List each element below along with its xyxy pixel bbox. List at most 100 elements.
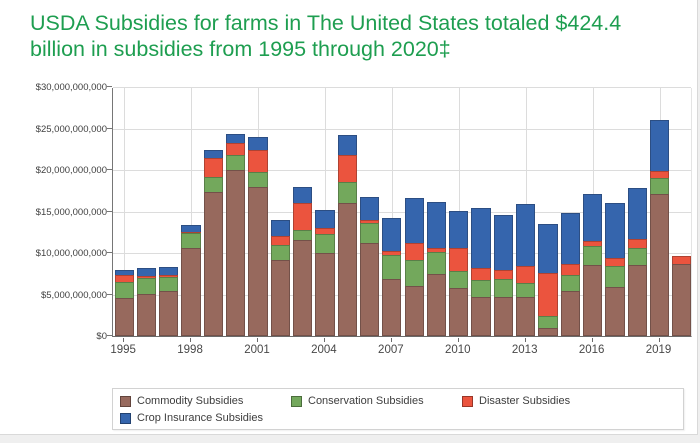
bar-segment-disaster-subsidies	[672, 256, 692, 264]
bar-segment-crop-insurance-subsidies	[649, 120, 670, 171]
bar-group-2002	[270, 219, 290, 336]
gridline-horizontal	[113, 253, 691, 254]
bar-segment-crop-insurance-subsidies	[159, 267, 179, 276]
bar-segment-disaster-subsidies	[627, 238, 647, 249]
bar-segment-disaster-subsidies	[426, 248, 447, 253]
bar-group-2018	[627, 188, 647, 336]
bar-group-2004	[315, 209, 335, 336]
bar-segment-conservation-subsidies	[181, 233, 201, 249]
bar-segment-disaster-subsidies	[560, 263, 580, 276]
gridline-horizontal	[113, 294, 691, 296]
bar-segment-disaster-subsidies	[292, 203, 313, 230]
bar-segment-crop-insurance-subsidies	[203, 150, 224, 159]
bar-segment-conservation-subsidies	[560, 275, 580, 292]
bar-segment-crop-insurance-subsidies	[605, 203, 625, 258]
bar-segment-disaster-subsidies	[114, 274, 134, 283]
bar-segment-crop-insurance-subsidies	[582, 194, 603, 241]
bar-group-2009	[426, 202, 447, 336]
bar-segment-commodity-subsidies	[605, 287, 625, 336]
bar-segment-commodity-subsidies	[538, 327, 558, 336]
legend-swatch-commodity-subsidies	[120, 395, 131, 407]
bar-segment-crop-insurance-subsidies	[315, 209, 335, 229]
bar-segment-disaster-subsidies	[538, 272, 558, 317]
y-axis-label: $15,000,000,000	[35, 206, 107, 218]
x-axis-tick	[257, 338, 258, 342]
bar-segment-conservation-subsidies	[359, 223, 380, 244]
x-axis-tick	[123, 338, 125, 342]
bar-segment-commodity-subsidies	[449, 287, 469, 336]
bar-segment-disaster-subsidies	[582, 240, 603, 247]
legend-swatch-disaster-subsidies	[462, 395, 473, 407]
y-axis-label: $25,000,000,000	[35, 123, 107, 135]
x-axis-label: 2007	[378, 344, 404, 356]
bar-group-2020	[672, 256, 692, 336]
bar-group-2017	[605, 203, 625, 336]
legend-swatch-conservation-subsidies	[291, 395, 302, 407]
x-axis-tick	[524, 338, 526, 342]
legend-item-conservation-subsidies: Conservation Subsidies	[291, 395, 424, 407]
bar-segment-conservation-subsidies	[605, 266, 625, 288]
bar-group-2003	[292, 186, 313, 336]
bar-group-1997	[159, 267, 179, 336]
legend-label: Disaster Subsidies	[479, 395, 571, 407]
bar-group-2007	[382, 218, 402, 336]
bar-segment-commodity-subsidies	[203, 191, 224, 336]
bar-segment-conservation-subsidies	[315, 233, 335, 253]
x-axis-tick	[658, 338, 660, 342]
x-axis-label: 1998	[177, 344, 203, 356]
bar-segment-crop-insurance-subsidies	[627, 188, 647, 239]
bar-segment-commodity-subsidies	[493, 297, 514, 336]
y-axis-tick	[107, 252, 112, 253]
bar-segment-crop-insurance-subsidies	[359, 196, 380, 220]
bar-segment-crop-insurance-subsidies	[560, 213, 580, 264]
legend: Commodity Subsidies Conservation Subsidie…	[112, 388, 684, 430]
y-axis: $0 $5,000,000,000 $10,000,000,000 $15,000,0…	[0, 82, 107, 342]
y-axis-label: $30,000,000,000	[35, 82, 107, 93]
bar-segment-conservation-subsidies	[649, 178, 670, 195]
legend-item-commodity-subsidies: Commodity Subsidies	[120, 395, 243, 407]
bar-segment-disaster-subsidies	[203, 158, 224, 177]
y-axis-label: $0	[96, 331, 107, 342]
bar-segment-disaster-subsidies	[605, 257, 625, 267]
bar-segment-commodity-subsidies	[248, 186, 268, 336]
bar-segment-conservation-subsidies	[627, 248, 647, 265]
bar-segment-crop-insurance-subsidies	[493, 214, 514, 271]
page-title: USDA Subsidies for farms in The United S…	[30, 11, 622, 61]
bar-group-2008	[404, 198, 424, 336]
x-axis-label: 1995	[110, 344, 136, 356]
bar-segment-disaster-subsidies	[471, 267, 491, 281]
bar-group-1999	[203, 150, 224, 336]
chart-card: USDA Subsidies for farms in The United S…	[0, 0, 698, 435]
bar-segment-conservation-subsidies	[404, 259, 424, 287]
bar-segment-crop-insurance-subsidies	[382, 218, 402, 251]
bar-segment-conservation-subsidies	[582, 246, 603, 266]
bar-segment-conservation-subsidies	[516, 282, 536, 297]
bar-segment-disaster-subsidies	[649, 170, 670, 179]
bar-segment-disaster-subsidies	[181, 232, 201, 234]
bar-segment-conservation-subsidies	[493, 278, 514, 297]
gridline-horizontal	[113, 87, 691, 88]
legend-item-disaster-subsidies: Disaster Subsidies	[462, 395, 570, 407]
x-axis-tick	[390, 338, 392, 342]
bar-group-2014	[538, 223, 558, 336]
y-axis-tick	[107, 293, 112, 295]
bar-segment-disaster-subsidies	[516, 266, 536, 283]
bar-segment-commodity-subsidies	[315, 253, 335, 336]
bar-segment-crop-insurance-subsidies	[538, 223, 558, 273]
bar-segment-commodity-subsidies	[516, 297, 536, 336]
bar-segment-disaster-subsidies	[404, 243, 424, 260]
gridline-horizontal	[113, 170, 691, 171]
bar-segment-disaster-subsidies	[248, 150, 268, 172]
x-axis-tick	[323, 338, 325, 342]
bar-segment-commodity-subsidies	[292, 239, 313, 336]
y-axis-label: $5,000,000,000	[40, 289, 107, 301]
bar-group-2012	[493, 214, 514, 336]
bar-segment-disaster-subsidies	[449, 248, 469, 272]
bar-segment-commodity-subsidies	[270, 259, 290, 336]
bar-group-2005	[337, 135, 357, 336]
bar-segment-crop-insurance-subsidies	[449, 210, 469, 249]
bar-segment-disaster-subsidies	[226, 143, 246, 156]
x-axis-label: 2016	[578, 344, 605, 356]
x-axis-label: 2013	[511, 344, 538, 356]
legend-label: Conservation Subsidies	[308, 395, 424, 407]
